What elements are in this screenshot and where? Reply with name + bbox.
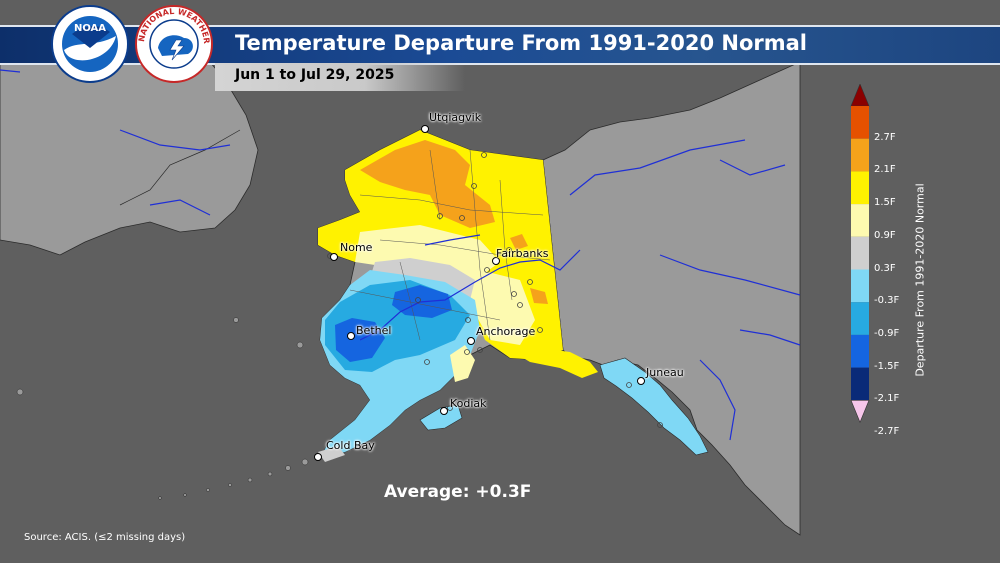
colorbar-tick-label: -1.5F <box>874 360 900 372</box>
colorbar-segment <box>851 302 869 335</box>
source-note: Source: ACIS. (≤2 missing days) <box>24 532 186 543</box>
russia-inner-border <box>119 129 241 206</box>
colorbar-segment <box>851 334 869 368</box>
city-label: Juneau <box>646 366 684 379</box>
shade-orange-east2 <box>530 288 548 304</box>
city-dot-icon <box>314 453 322 461</box>
city-label: Bethel <box>356 324 392 337</box>
nws-logo-icon: NATIONAL WEATHER SERVICE <box>134 4 213 83</box>
colorbar-tick-label: -0.9F <box>874 327 900 339</box>
noaa-label: NOAA <box>74 23 106 34</box>
city-dot-icon <box>330 253 338 261</box>
colorbar-segments <box>850 84 870 424</box>
colorbar-segment <box>851 106 869 139</box>
colorbar-tick-label: -2.1F <box>874 393 900 405</box>
colorbar-tick-label: 0.9F <box>874 229 896 241</box>
city-dot-icon <box>492 257 500 265</box>
colorbar-tick-label: 1.5F <box>874 197 896 209</box>
station-points <box>327 152 663 428</box>
city-dot-icon <box>467 337 475 345</box>
colorbar-segment <box>851 367 869 401</box>
city-label: Fairbanks <box>496 247 549 260</box>
colorbar-segment <box>851 204 869 237</box>
average-value: Average: +0.3F <box>384 482 532 502</box>
shade-pale-west <box>355 225 500 280</box>
rivers <box>0 69 801 441</box>
aleutian-islands <box>16 317 309 500</box>
kodiak-island <box>419 404 463 431</box>
colorbar-bottom-cap <box>850 400 870 424</box>
date-range: Jun 1 to Jul 29, 2025 <box>235 67 395 83</box>
colorbar <box>850 84 870 424</box>
boundaries <box>349 149 551 341</box>
colorbar-title: Departure From 1991-2020 Normal <box>913 183 927 377</box>
colorbar-tick-label: 0.3F <box>874 262 896 274</box>
city-label: Cold Bay <box>326 439 375 452</box>
city-dot-icon <box>637 377 645 385</box>
city-label: Nome <box>340 241 373 254</box>
city-label: Anchorage <box>476 325 536 338</box>
noaa-logo-icon: NOAA <box>51 5 129 83</box>
colorbar-tick-label: 2.7F <box>874 131 896 143</box>
colorbar-segment <box>851 138 869 172</box>
page-title: Temperature Departure From 1991-2020 Nor… <box>235 31 808 55</box>
colorbar-top-cap <box>850 84 870 107</box>
city-label: Utqiagvik <box>429 111 482 124</box>
colorbar-segment <box>851 171 869 205</box>
shade-orange-east <box>510 234 528 250</box>
city-dot-icon <box>421 125 429 133</box>
city-label: Kodiak <box>450 397 487 410</box>
colorbar-tick-label: -2.7F <box>874 426 900 437</box>
colorbar-tick-label: 2.1F <box>874 164 896 176</box>
city-dot-icon <box>440 407 448 415</box>
shade-yellow-southcoast <box>510 348 598 378</box>
shade-gray-aleutian <box>318 446 345 462</box>
colorbar-tick-label: -0.3F <box>874 295 900 307</box>
colorbar-segment <box>851 236 869 270</box>
shade-orange-north <box>360 140 495 228</box>
shade-panhandle <box>599 357 709 456</box>
subtitle-box <box>215 63 465 91</box>
city-dot-icon <box>347 332 355 340</box>
colorbar-segment <box>851 269 869 303</box>
